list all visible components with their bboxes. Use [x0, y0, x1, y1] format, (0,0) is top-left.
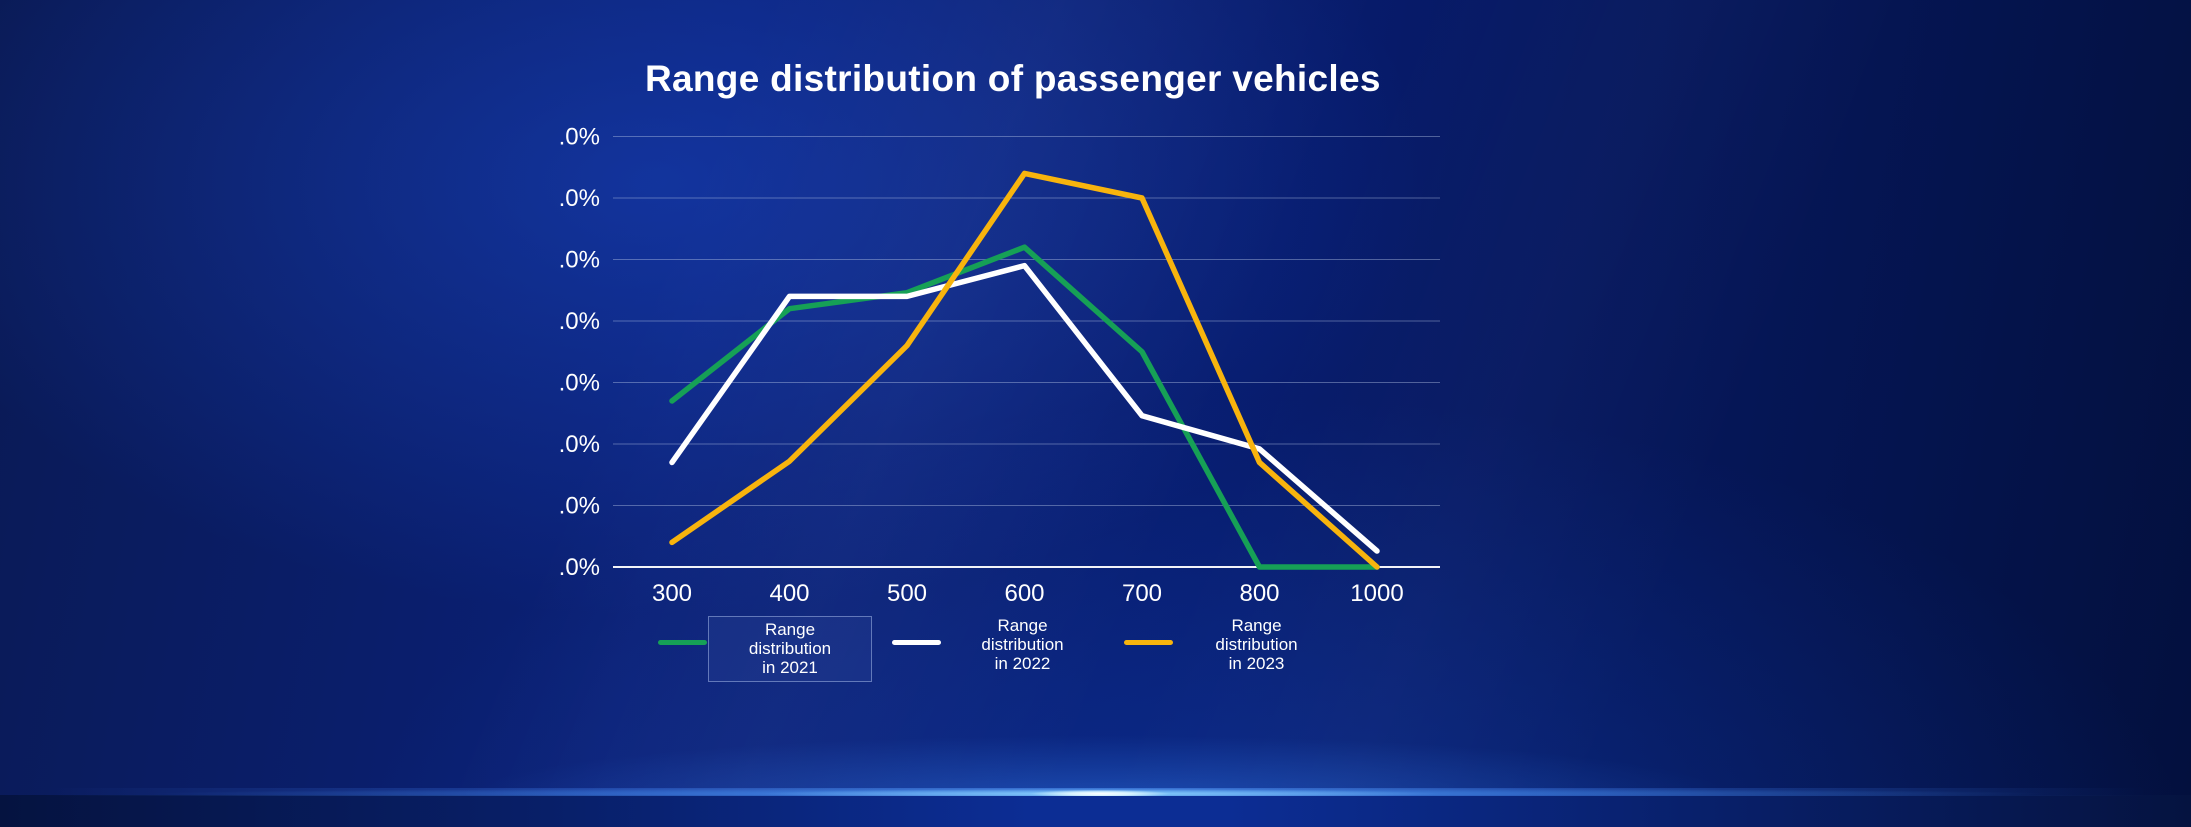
chart: Range distribution of passenger vehicles… [560, 50, 1510, 710]
y-tick-label-10: 10.0% [560, 431, 600, 458]
legend-item-range-distribution-in-2022[interactable]: Range distribution in 2022 [891, 616, 1083, 673]
x-tick-label-1000: 1000 [1350, 580, 1403, 607]
legend-swatch-3 [1123, 640, 1173, 645]
bottom-band [0, 795, 2191, 827]
x-tick-label-600: 600 [1004, 580, 1044, 607]
y-tick-label-5: 5.0% [560, 493, 600, 520]
x-tick-label-400: 400 [769, 580, 809, 607]
series-line-range-distribution-in-2023[interactable] [669, 170, 1380, 570]
legend: Range distribution in 2021 Range distributio… [560, 50, 1510, 710]
x-tick-label-300: 300 [652, 580, 692, 607]
y-tick-label-20: 20.0% [560, 308, 600, 335]
bottom-glow [0, 700, 2191, 795]
horizon-light [0, 788, 2191, 796]
chart-title: Range distribution of passenger vehicles [645, 58, 1381, 99]
y-tick-label-30: 30.0% [560, 185, 600, 212]
y-tick-label-15: 15.0% [560, 370, 600, 397]
series-line-range-distribution-in-2021[interactable] [669, 244, 1380, 570]
x-tick-label-800: 800 [1239, 580, 1279, 607]
y-tick-label-0: 0.0% [560, 554, 600, 581]
legend-label-2: Range distribution in 2022 [981, 616, 1064, 673]
legend-item-range-distribution-in-2021[interactable]: Range distribution in 2021 [658, 616, 872, 682]
legend-item-range-distribution-in-2023[interactable]: Range distribution in 2023 [1123, 616, 1317, 673]
x-tick-label-700: 700 [1122, 580, 1162, 607]
y-tick-label-35: 35.0% [560, 124, 600, 151]
y-tick-label-25: 25.0% [560, 247, 600, 274]
legend-swatch-2 [891, 640, 941, 645]
legend-swatch-1 [658, 640, 707, 645]
series-line-range-distribution-in-2022[interactable] [669, 262, 1380, 554]
legend-label-1: Range distribution in 2021 [708, 616, 872, 682]
x-tick-label-500: 500 [887, 580, 927, 607]
legend-label-3: Range distribution in 2023 [1215, 616, 1298, 673]
plot-svg: 0.0% 5.0% 10.0% 15.0% 20.0% 25.0% 30.0% 35.0% 30… [560, 124, 1440, 607]
